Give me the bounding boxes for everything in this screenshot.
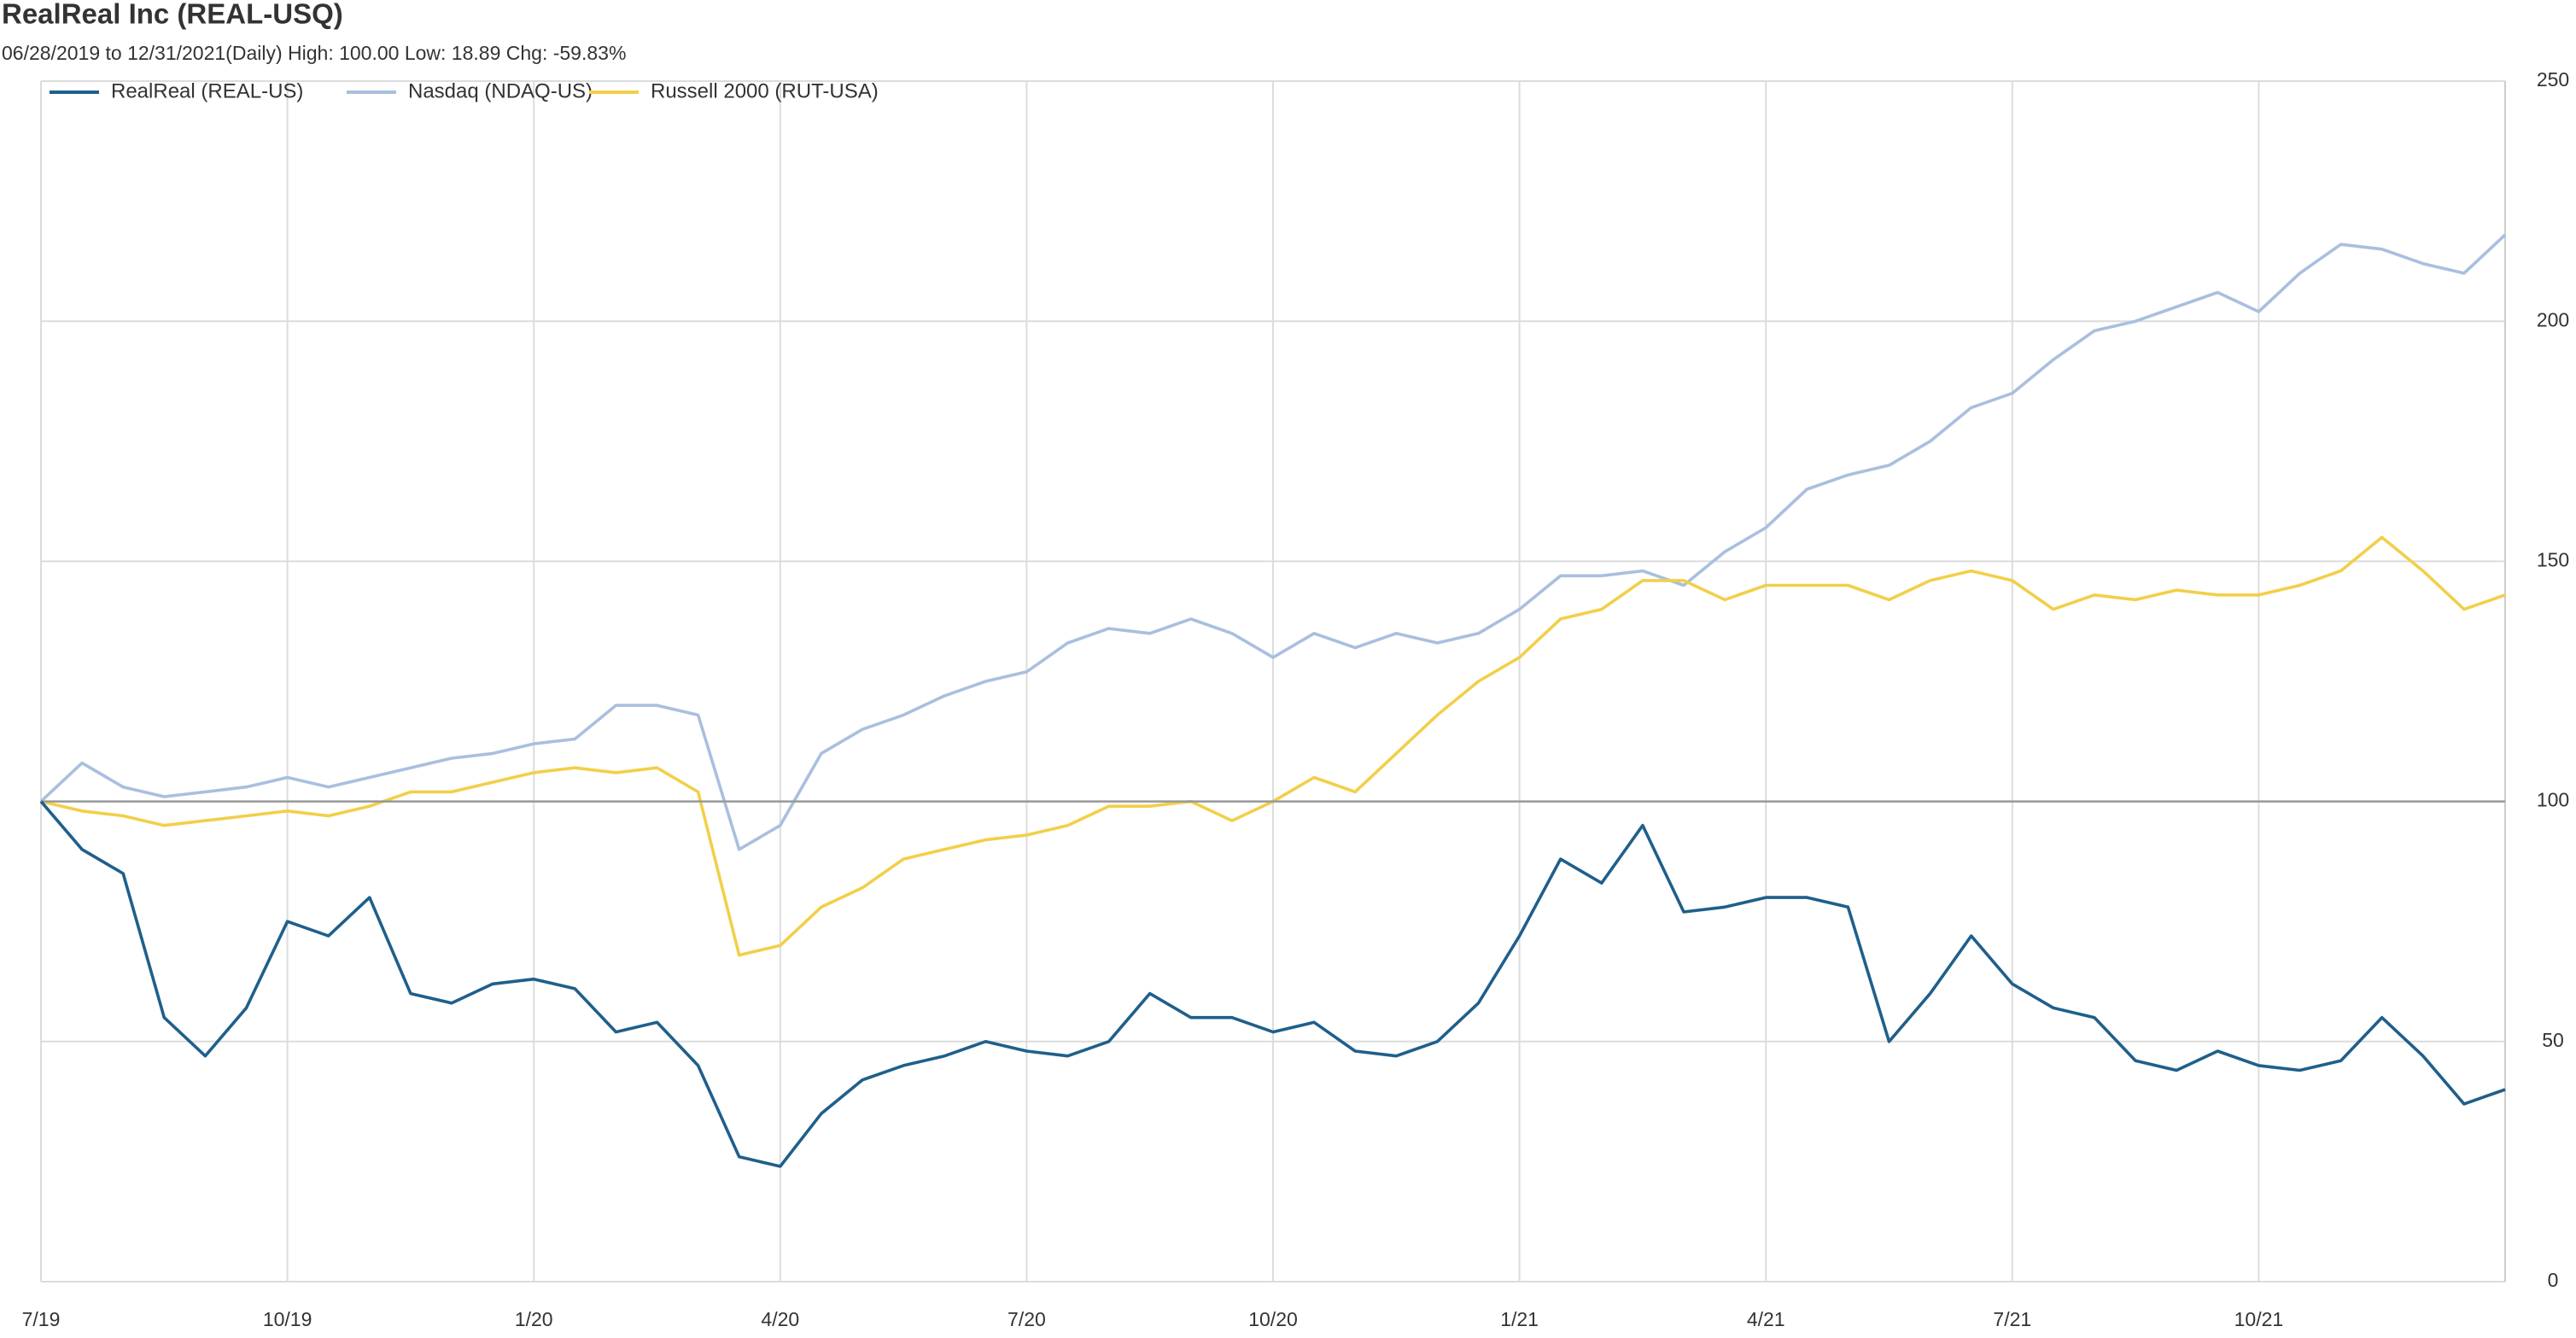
y-tick-label: 100 [2537,789,2569,811]
x-tick-label: 7/19 [22,1308,61,1330]
y-tick-label: 250 [2537,68,2569,91]
legend-label: RealReal (REAL-US) [111,79,303,102]
x-tick-label: 10/21 [2234,1308,2284,1330]
y-tick-label: 150 [2537,548,2569,570]
chart-title: RealReal Inc (REAL-USQ) [2,0,343,30]
x-tick-label: 1/21 [1500,1308,1539,1330]
x-tick-label: 7/21 [1993,1308,2031,1330]
x-tick-label: 4/20 [761,1308,799,1330]
x-tick-label: 10/20 [1248,1308,1298,1330]
chart-subtitle: 06/28/2019 to 12/31/2021(Daily) High: 10… [2,42,626,64]
x-tick-label: 10/19 [263,1308,313,1330]
legend-label: Nasdaq (NDAQ-US) [408,79,593,102]
series-line [39,233,2507,851]
x-tick-label: 1/20 [515,1308,553,1330]
x-tick-label: 4/21 [1747,1308,1785,1330]
x-tick-label: 7/20 [1008,1308,1046,1330]
series-line [39,800,2506,1168]
y-tick-label: 200 [2537,308,2569,330]
legend-label: Russell 2000 (RUT-USA) [651,79,879,102]
y-tick-label: 0 [2548,1269,2559,1291]
y-tick-label: 50 [2542,1029,2564,1051]
